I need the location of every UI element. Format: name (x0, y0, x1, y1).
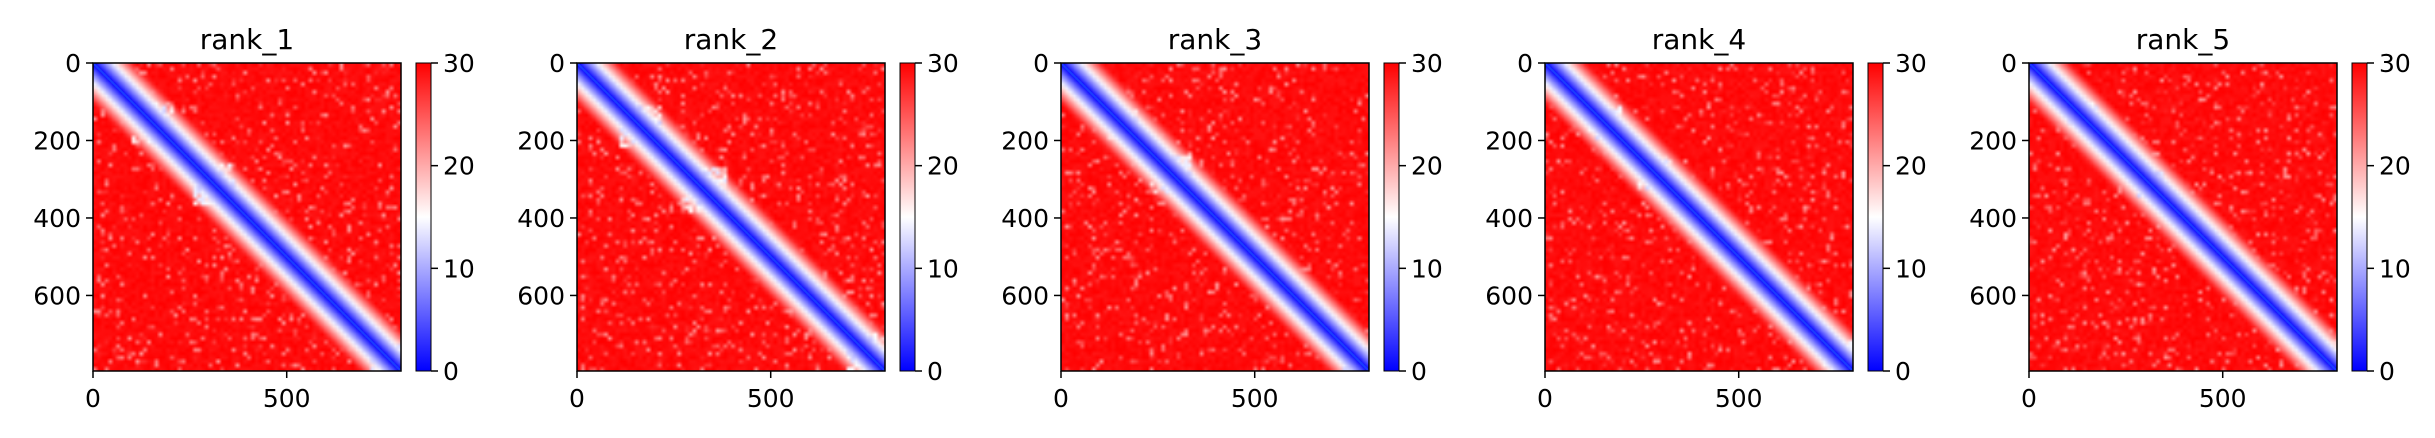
x-tick-label: 500 (263, 384, 311, 413)
colorbar-tick-label: 20 (443, 152, 475, 181)
colorbar (1867, 62, 1884, 372)
y-tick-label: 0 (2001, 49, 2017, 78)
y-tick-label: 600 (1969, 281, 2017, 310)
heatmap-panel: rank_4 0 200 400 600 0 500 0 10 20 30 (1485, 23, 1927, 413)
diagonal-line (92, 62, 402, 372)
y-tick-label: 0 (549, 49, 565, 78)
y-tick-label: 400 (1485, 204, 1533, 233)
heatmap-frame (92, 62, 402, 372)
heatmap-panel: rank_3 0 200 400 600 0 500 0 10 20 30 (1001, 23, 1443, 413)
heatmap-frame (2028, 62, 2338, 372)
colorbar-tick-label: 30 (927, 49, 959, 78)
colorbar-tick-label: 30 (443, 49, 475, 78)
y-tick-label: 0 (1033, 49, 1049, 78)
diagonal-line (576, 62, 886, 372)
y-tick-label: 400 (33, 204, 81, 233)
heatmap-panel: rank_5 0 200 400 600 0 500 0 10 20 30 (1969, 23, 2411, 413)
heatmap-panel: rank_2 0 200 400 600 0 500 0 10 20 30 (517, 23, 959, 413)
x-tick-label: 500 (2199, 384, 2247, 413)
colorbar (1383, 62, 1400, 372)
y-tick-label: 0 (1517, 49, 1533, 78)
heatmap-frame (1544, 62, 1854, 372)
y-tick-label: 400 (517, 204, 565, 233)
diagonal-line (2028, 62, 2338, 372)
colorbar-tick-label: 20 (927, 152, 959, 181)
diagonal-line (1060, 62, 1370, 372)
x-tick-label: 0 (1053, 384, 1069, 413)
colorbar-tick-label: 10 (443, 254, 475, 283)
colorbar-tick-label: 10 (927, 254, 959, 283)
colorbar-tick-label: 30 (2379, 49, 2411, 78)
panel-title: rank_1 (200, 23, 294, 56)
y-tick-label: 400 (1001, 204, 1049, 233)
colorbar-tick-label: 10 (1411, 254, 1443, 283)
y-tick-label: 600 (1001, 281, 1049, 310)
x-tick-label: 500 (1715, 384, 1763, 413)
colorbar-tick-label: 30 (1411, 49, 1443, 78)
diagonal-line (1544, 62, 1854, 372)
colorbar-tick-label: 20 (1411, 152, 1443, 181)
x-tick-label: 0 (569, 384, 585, 413)
y-tick-label: 200 (1001, 126, 1049, 155)
y-tick-label: 0 (65, 49, 81, 78)
heatmap-frame (1060, 62, 1370, 372)
y-tick-label: 600 (33, 281, 81, 310)
colorbar (415, 62, 432, 372)
panel-title: rank_4 (1652, 23, 1746, 56)
x-tick-label: 500 (1231, 384, 1279, 413)
y-tick-label: 200 (1485, 126, 1533, 155)
heatmap-frame (576, 62, 886, 372)
y-tick-label: 200 (1969, 126, 2017, 155)
y-tick-label: 600 (517, 281, 565, 310)
panel-title: rank_2 (684, 23, 778, 56)
x-tick-label: 500 (747, 384, 795, 413)
panel-title: rank_5 (2136, 23, 2230, 56)
colorbar (899, 62, 916, 372)
panel-title: rank_3 (1168, 23, 1262, 56)
colorbar-tick-label: 10 (1895, 254, 1927, 283)
y-tick-label: 600 (1485, 281, 1533, 310)
colorbar-tick-label: 20 (1895, 152, 1927, 181)
colorbar-tick-label: 0 (443, 357, 459, 386)
colorbar (2351, 62, 2368, 372)
colorbar-tick-label: 20 (2379, 152, 2411, 181)
colorbar-tick-label: 30 (1895, 49, 1927, 78)
x-tick-label: 0 (2021, 384, 2037, 413)
x-tick-label: 0 (85, 384, 101, 413)
y-tick-label: 200 (517, 126, 565, 155)
heatmap-panel: rank_1 0 200 400 600 0 500 0 10 20 30 (33, 23, 475, 413)
y-tick-label: 200 (33, 126, 81, 155)
colorbar-tick-label: 0 (2379, 357, 2395, 386)
colorbar-tick-label: 0 (1895, 357, 1911, 386)
y-tick-label: 400 (1969, 204, 2017, 233)
colorbar-tick-label: 0 (1411, 357, 1427, 386)
colorbar-tick-label: 10 (2379, 254, 2411, 283)
colorbar-tick-label: 0 (927, 357, 943, 386)
x-tick-label: 0 (1537, 384, 1553, 413)
